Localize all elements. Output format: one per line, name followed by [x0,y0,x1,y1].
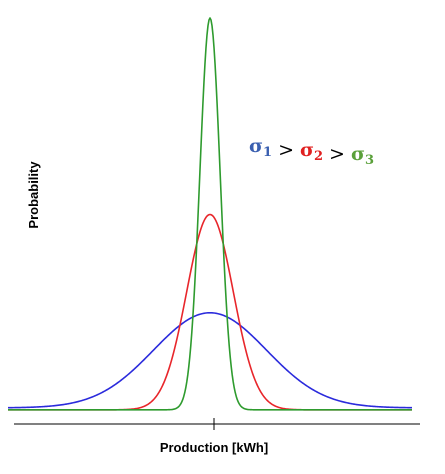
sigma-annotation: σ1 > σ2 > σ3 [249,135,374,168]
x-axis-title: Production [kWh] [160,440,268,455]
annotation-sigma-1: σ [249,135,263,157]
annotation-operator: > [278,139,294,161]
curves-group [7,17,413,411]
annotation-operator: > [329,143,345,165]
y-axis-title: Probability [26,161,41,229]
series-line-1 [7,311,413,409]
annotation-subscript-1: 1 [263,145,272,160]
annotation-subscript-3: 3 [365,153,374,168]
annotation-sigma-2: σ [300,139,314,161]
annotation-subscript-2: 2 [314,149,323,164]
series-line-3 [8,17,412,411]
annotation-sigma-3: σ [351,143,365,165]
